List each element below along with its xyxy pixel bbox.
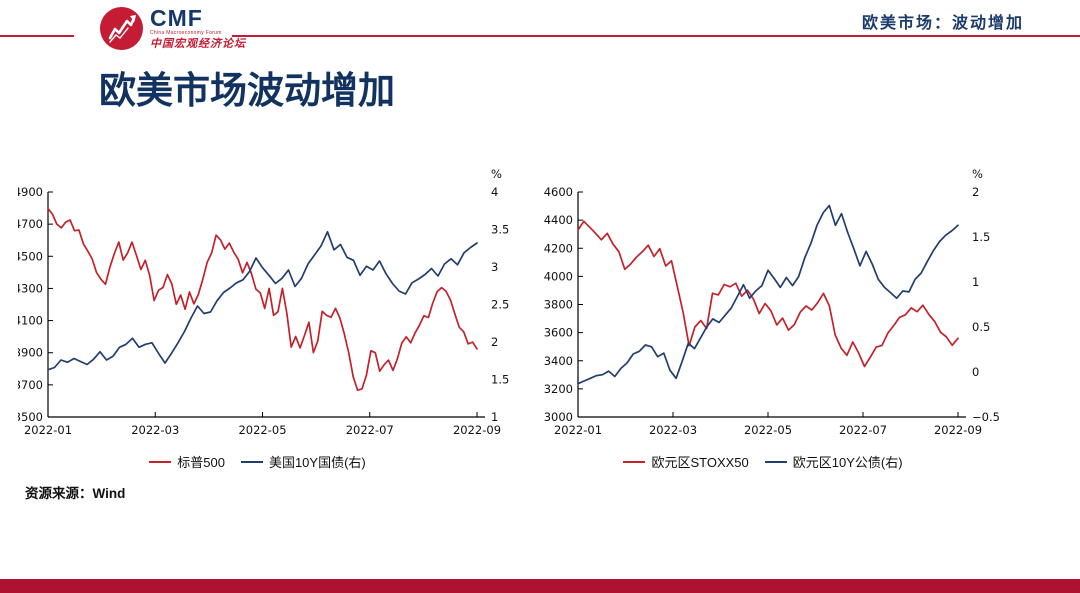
series-line-0: [577, 220, 959, 368]
right-axis-tick-label: 2: [972, 185, 979, 199]
y-axis-tick-label: 4000: [544, 269, 573, 283]
page-title: 欧美市场波动增加: [99, 70, 395, 111]
series-line-1: [47, 230, 478, 371]
series-line-1: [577, 204, 959, 385]
y-axis-tick-label: 4900: [18, 185, 43, 199]
y-axis-tick-label: 4600: [544, 185, 573, 199]
y-axis-tick-label: 3900: [18, 346, 43, 360]
source-note: 资源来源：Wind: [25, 486, 126, 501]
right-axis-tick-label: 1.5: [491, 373, 509, 387]
y-axis-tick-label: 3000: [544, 410, 573, 424]
x-axis-tick-label: 2022-03: [131, 423, 179, 437]
x-axis-tick-label: 2022-07: [346, 423, 394, 437]
right-axis-tick-label: 2: [491, 335, 498, 349]
legend-blue-line-icon: [240, 460, 263, 463]
logo-text: CMF China Macroeconomy Forum 中国宏观经济论坛: [150, 7, 246, 50]
legend-label-sp500: 标普500: [177, 455, 225, 470]
y-axis-tick-label: 3200: [544, 382, 573, 396]
section-label: 欧美市场：波动增加: [861, 15, 1024, 32]
y-axis-tick-label: 4300: [18, 281, 43, 295]
x-axis-tick-label: 2022-01: [24, 423, 72, 437]
right-axis-unit-label: %: [972, 167, 983, 181]
right-axis-tick-label: 0: [972, 365, 979, 379]
line-chart-eu-markets: 3000 3200 3400 3600 3800 4000 4200 4400 4600 −0.5…: [544, 167, 1000, 437]
y-axis-tick-label: 4700: [18, 217, 43, 231]
right-axis-tick-label: −0.5: [972, 410, 1000, 424]
y-axis-tick-label: 3500: [18, 410, 43, 424]
right-axis-tick-label: 1.5: [972, 230, 990, 244]
x-axis-tick-label: 2022-09: [453, 423, 501, 437]
right-axis-tick-label: 0.5: [972, 320, 990, 334]
chart-legend-us: 标普500 美国10Y国债(右): [48, 452, 477, 471]
y-axis-tick-label: 3600: [544, 326, 573, 340]
right-axis-tick-label: 1: [491, 410, 498, 424]
logo-acronym: CMF: [150, 5, 203, 31]
bottom-bar: [0, 579, 1080, 593]
right-axis-tick-label: 4: [491, 185, 498, 199]
trend-line-icon: [108, 14, 136, 43]
y-axis-tick-label: 3800: [544, 298, 573, 312]
chart-legend-eu: 欧元区STOXX50 欧元区10Y公债(右): [578, 452, 958, 471]
right-axis-tick-label: 3.5: [491, 223, 509, 237]
right-axis-tick-label: 3: [491, 260, 498, 274]
y-axis-tick-label: 3400: [544, 354, 573, 368]
y-axis-tick-label: 3700: [18, 378, 43, 392]
legend-red-line-icon: [149, 460, 172, 463]
legend-red-line-icon: [623, 460, 646, 463]
right-axis-tick-label: 2.5: [491, 298, 509, 312]
x-axis-tick-label: 2022-05: [238, 423, 286, 437]
legend-label-eu10y: 欧元区10Y公债(右): [792, 455, 903, 470]
y-axis-tick-label: 4500: [18, 249, 43, 263]
legend-label-us10y: 美国10Y国债(右): [268, 455, 366, 470]
x-axis-tick-label: 2022-05: [744, 423, 792, 437]
right-axis-unit-label: %: [491, 167, 502, 181]
logo-circle: [100, 7, 143, 50]
y-axis-tick-label: 4400: [544, 213, 573, 227]
x-axis-tick-label: 2022-03: [649, 423, 697, 437]
logo-subtitle-en: China Macroeconomy Forum: [150, 30, 222, 36]
x-axis-tick-label: 2022-01: [554, 423, 602, 437]
legend-blue-line-icon: [764, 460, 787, 463]
header-rule-right: [232, 35, 1080, 37]
header-rule-left: [0, 35, 74, 37]
line-chart-us-markets: 3500 3700 3900 4100 4300 4500 4700 4900 1 1.5 2 2.5…: [18, 167, 509, 437]
y-axis-tick-label: 4200: [544, 241, 573, 255]
x-axis-tick-label: 2022-09: [934, 423, 982, 437]
legend-label-stoxx50: 欧元区STOXX50: [651, 455, 749, 470]
y-axis-tick-label: 4100: [18, 314, 43, 328]
cmf-logo: CMF China Macroeconomy Forum 中国宏观经济论坛: [100, 7, 246, 50]
logo-subtitle-cn: 中国宏观经济论坛: [150, 37, 246, 50]
series-line-0: [47, 207, 478, 392]
x-axis-tick-label: 2022-07: [839, 423, 887, 437]
right-axis-tick-label: 1: [972, 275, 979, 289]
